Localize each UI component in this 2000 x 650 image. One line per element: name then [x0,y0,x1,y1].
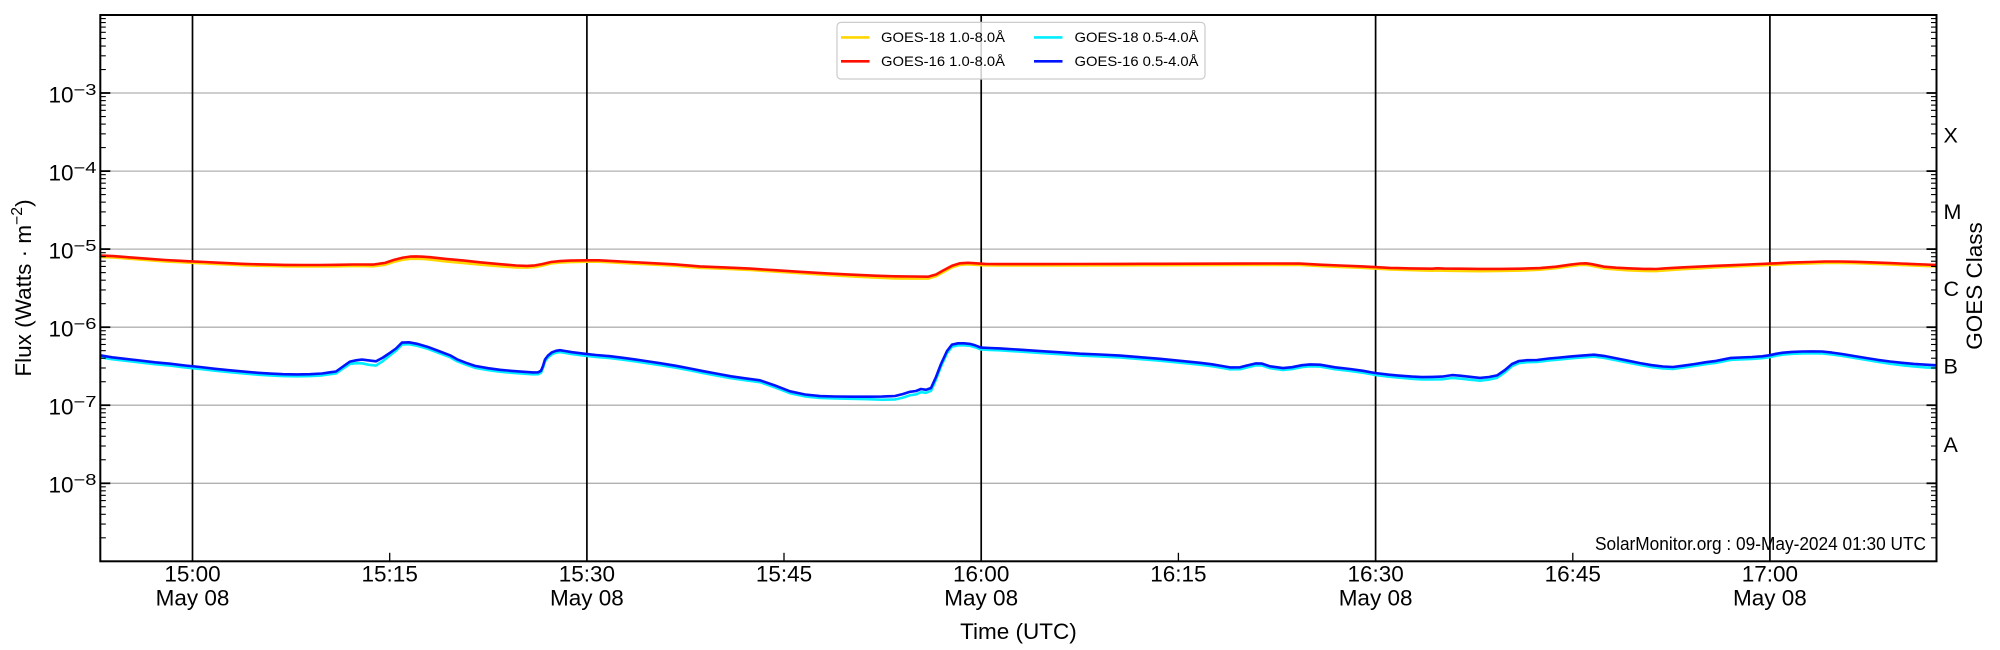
svg-text:GOES-18 1.0-8.0Å: GOES-18 1.0-8.0Å [881,29,1006,45]
svg-text:16:30: 16:30 [1347,562,1403,587]
svg-text:16:45: 16:45 [1545,562,1601,587]
svg-text:May 08: May 08 [550,585,624,610]
svg-text:10−7: 10−7 [48,394,96,420]
svg-text:GOES-16 0.5-4.0Å: GOES-16 0.5-4.0Å [1075,53,1200,69]
svg-text:X: X [1944,123,1958,147]
svg-text:17:00: 17:00 [1742,562,1798,587]
svg-text:16:15: 16:15 [1150,562,1206,587]
svg-text:16:00: 16:00 [953,562,1009,587]
svg-text:GOES-16 1.0-8.0Å: GOES-16 1.0-8.0Å [881,53,1006,69]
svg-text:15:00: 15:00 [164,562,220,587]
svg-text:May 08: May 08 [1339,585,1413,610]
svg-text:15:45: 15:45 [756,562,812,587]
svg-text:15:15: 15:15 [362,562,418,587]
svg-text:C: C [1944,277,1960,301]
svg-text:10−5: 10−5 [48,238,96,264]
svg-text:Flux (Watts · m−2): Flux (Watts · m−2) [9,199,36,376]
svg-text:15:30: 15:30 [559,562,615,587]
svg-text:A: A [1944,433,1959,457]
svg-text:M: M [1944,200,1962,224]
svg-text:SolarMonitor.org : 09-May-2024: SolarMonitor.org : 09-May-2024 01:30 UTC [1595,533,1926,554]
svg-text:May 08: May 08 [156,585,230,610]
svg-text:10−8: 10−8 [48,472,96,498]
svg-text:Time (UTC): Time (UTC) [960,619,1077,644]
svg-text:B: B [1944,354,1958,378]
svg-text:May 08: May 08 [1733,585,1807,610]
svg-text:GOES-18 0.5-4.0Å: GOES-18 0.5-4.0Å [1075,29,1200,45]
svg-text:GOES Class: GOES Class [1962,222,1987,350]
svg-text:May 08: May 08 [944,585,1018,610]
